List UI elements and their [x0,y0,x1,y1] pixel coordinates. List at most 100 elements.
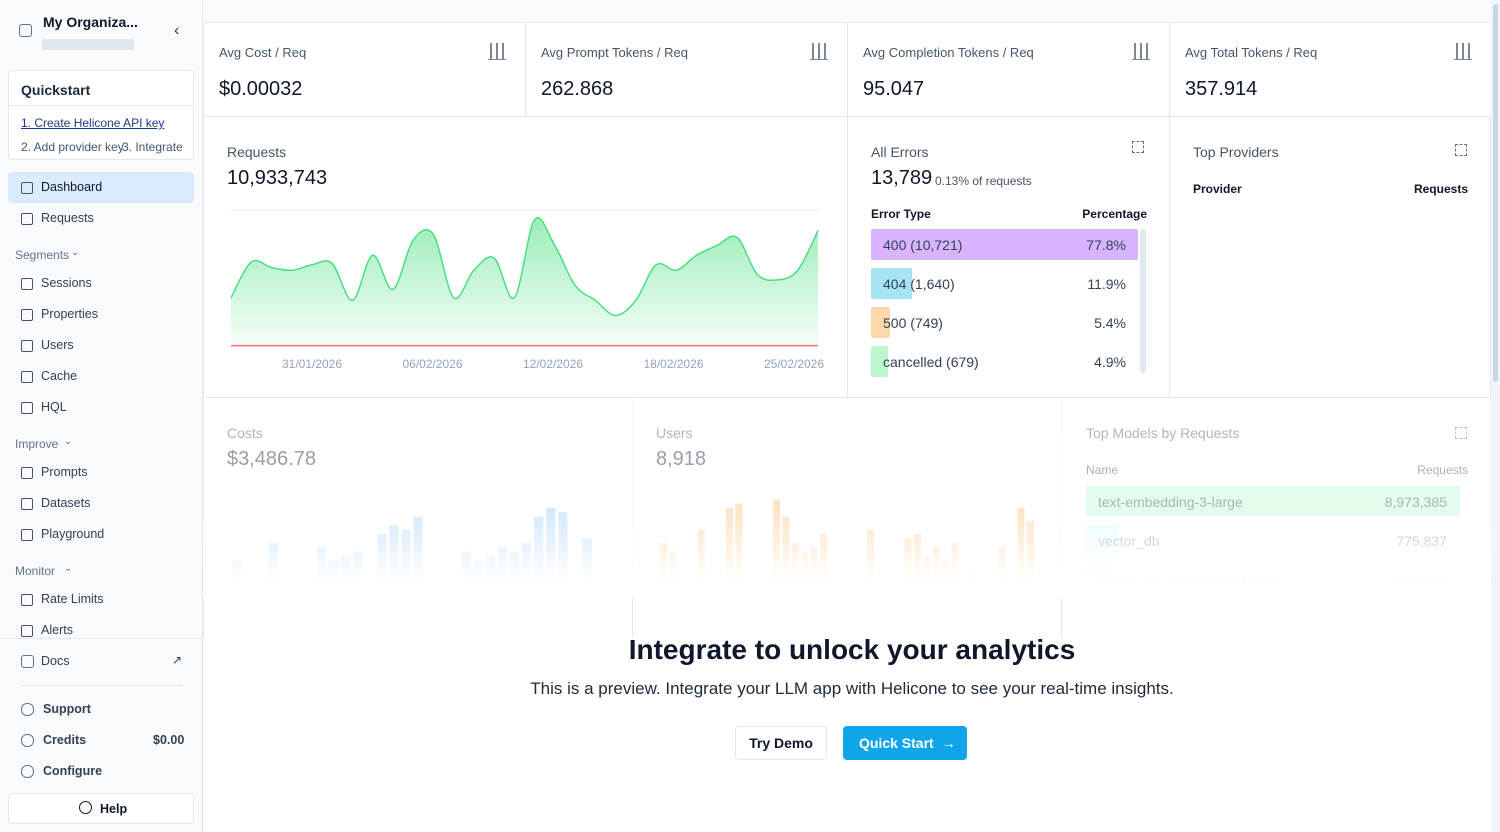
metric-label: Avg Total Tokens / Req [1185,45,1318,60]
try-demo-button[interactable]: Try Demo [735,726,827,760]
nav-item[interactable]: Sessions [41,276,92,290]
nav-icon [21,340,33,352]
external-icon: ↗ [172,653,183,667]
metric-card: Avg Total Tokens / Req 357.914 [1169,22,1492,117]
credits-value: $0.00 [153,733,185,747]
metric-label: Avg Cost / Req [219,45,307,60]
scrollbar[interactable] [1491,0,1500,832]
errors-card: All Errors 13,789 0.13% of requests Error T… [847,116,1170,398]
column-header: Error Type [871,207,931,221]
configure-icon [21,765,34,778]
nav-item[interactable]: Properties [41,307,98,321]
nav-item[interactable]: Playground [41,527,105,541]
error-bar [871,229,1138,260]
credits-link[interactable]: Credits [43,733,87,747]
expand-icon [1455,144,1467,156]
column-header: Requests [1413,182,1468,196]
overlay-title: Integrate to unlock your analytics [628,634,1076,665]
section-heading[interactable]: Segments [15,248,70,262]
nav-icon [21,402,33,414]
metric-card: Avg Completion Tokens / Req 95.047 [847,22,1170,117]
top-strip [203,0,1491,22]
scroll-track [1140,229,1146,373]
quickstart-divider [9,105,193,106]
nav-active [8,172,194,203]
section-heading[interactable]: Monitor [15,564,56,578]
providers-card: Top Providers Provider Requests [1169,116,1491,398]
nav-item[interactable]: Dashboard [41,180,103,194]
nav-icon [21,594,33,606]
nav-item[interactable]: Cache [41,369,78,383]
nav-item[interactable]: Prompts [41,465,88,479]
chart-icon [1454,43,1472,60]
help-button[interactable]: Help [8,793,194,824]
chart-icon [1132,43,1150,60]
error-label: 400 (10,721) [883,237,963,253]
quickstart-step[interactable]: 2. Add provider key [21,140,124,154]
requests-card: Requests 10,933,743 [203,116,848,398]
chevron: ⌄ [71,247,80,258]
error-label: 404 (1,640) [883,276,955,292]
nav-icon [21,182,33,194]
quickstart-title: Quickstart [21,82,91,98]
card-total: 13,789 [871,167,933,189]
divider [20,685,183,686]
metric-value: $0.00032 [219,78,303,100]
help-label: Help [100,802,128,816]
quickstart-step[interactable]: 3. Integrate [122,140,183,154]
error-percentage: 5.4% [1094,315,1126,331]
metric-card: Avg Prompt Tokens / Req 262.868 [525,22,848,117]
metric-value: 357.914 [1185,78,1258,100]
quick-start-button[interactable]: Quick Start → [843,726,967,760]
nav-icon [21,371,33,383]
expand-icon [1132,141,1144,153]
credits-icon [21,734,34,747]
collapse[interactable]: ‹ [174,22,180,39]
metric-value: 95.047 [863,78,925,100]
nav-icon [21,467,33,479]
nav-item[interactable]: Rate Limits [41,592,104,606]
try-demo-label: Try Demo [749,735,813,751]
nav-item[interactable]: Datasets [41,496,91,510]
chevron: ⌄ [64,563,73,574]
card-title: Requests [227,144,287,160]
column-header: Percentage [1082,207,1147,221]
docs-icon [21,655,34,668]
nav-icon [21,309,33,321]
card-note: 0.13% of requests [935,174,1032,188]
error-label: 500 (749) [883,315,943,331]
quickstart-step[interactable]: 1. Create Helicone API key [21,116,165,130]
error-percentage: 77.8% [1086,237,1126,253]
scroll-thumb[interactable] [1493,4,1498,382]
support-link[interactable]: Support [43,702,91,716]
column-header: Provider [1193,182,1242,196]
metric-label: Avg Completion Tokens / Req [863,45,1034,60]
docs-link[interactable]: Docs [41,654,70,668]
support-icon [21,703,34,716]
sidebar: My Organiza... ‹ Quickstart 1. Create He… [0,0,203,832]
error-bar [871,346,888,377]
nav-item[interactable]: Requests [41,211,94,225]
card-title: All Errors [871,144,929,160]
section-heading[interactable]: Improve [15,437,59,451]
nav-item[interactable]: Users [41,338,74,352]
metric-card: Avg Cost / Req $0.00032 [203,22,526,117]
org-name[interactable]: My Organiza... [43,14,138,30]
nav-icon [21,278,33,290]
nav-icon [21,498,33,510]
card-total: 10,933,743 [227,167,328,189]
nav-icon [21,625,33,637]
arrow-icon: → [941,735,956,751]
overlay-subtitle: This is a preview. Integrate your LLM ap… [530,679,1174,698]
org-icon [19,24,32,37]
error-bar [871,307,890,338]
configure-link[interactable]: Configure [43,764,103,778]
error-percentage: 4.9% [1094,354,1126,370]
error-label: cancelled (679) [883,354,979,370]
chart-icon [810,43,828,60]
quick-start-label: Quick Start [859,735,934,751]
nav-item[interactable]: HQL [41,400,67,414]
nav-item[interactable]: Alerts [41,623,73,637]
quickstart-card: Quickstart 1. Create Helicone API key 2.… [8,70,194,160]
fade [203,398,1491,598]
